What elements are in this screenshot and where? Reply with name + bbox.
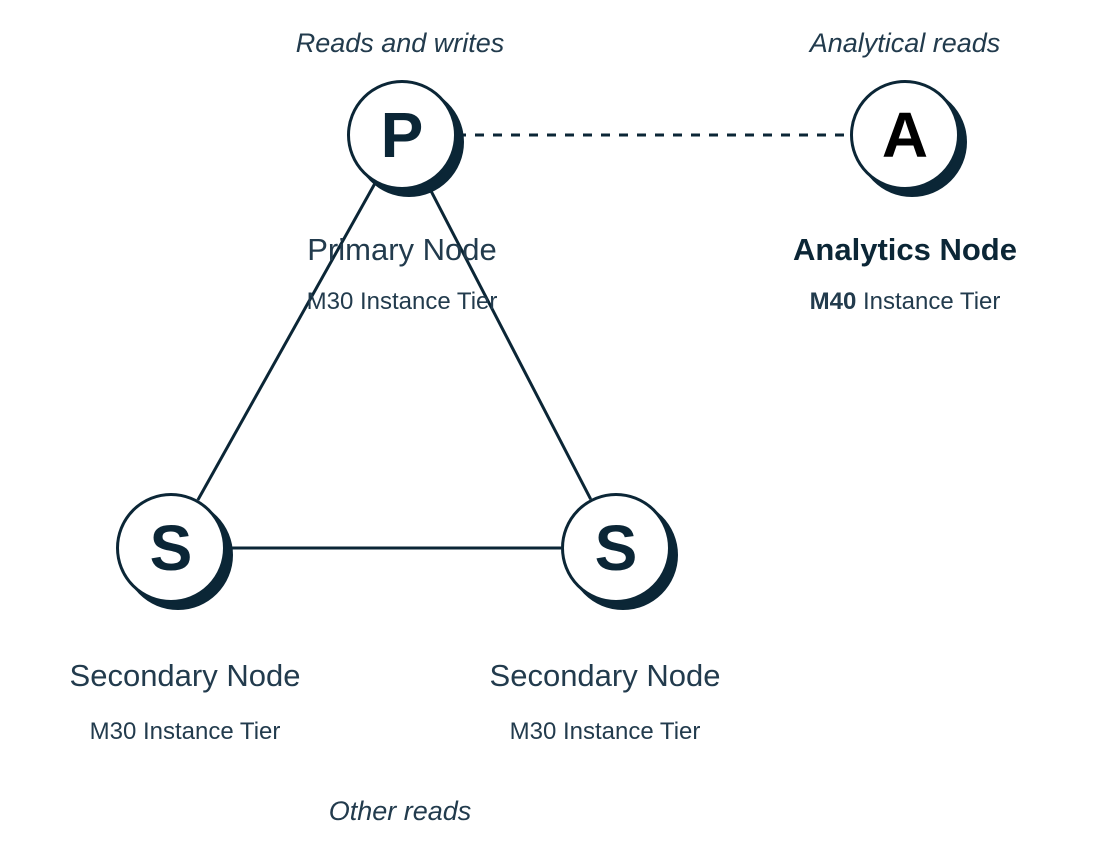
edge-P-S1 xyxy=(198,183,375,500)
analytics-node-tier: M40 Instance Tier xyxy=(810,288,1001,316)
other-reads-label: Other reads xyxy=(329,796,472,827)
node-circle: A xyxy=(850,80,960,190)
primary-node-title: Primary Node xyxy=(307,232,497,268)
secondary2-node-title: Secondary Node xyxy=(490,658,721,694)
secondary1-node-title: Secondary Node xyxy=(70,658,301,694)
analytics-node: A xyxy=(850,80,960,190)
node-letter-s: S xyxy=(595,516,638,580)
secondary2-node-tier: M30 Instance Tier xyxy=(510,718,701,746)
secondary-node-1: S xyxy=(116,493,226,603)
analytics-tier-rest: Instance Tier xyxy=(856,288,1000,315)
node-circle: S xyxy=(561,493,671,603)
reads-writes-label: Reads and writes xyxy=(296,28,505,59)
node-letter-s: S xyxy=(150,516,193,580)
secondary1-node-tier: M30 Instance Tier xyxy=(90,718,281,746)
secondary-node-2: S xyxy=(561,493,671,603)
node-circle: P xyxy=(347,80,457,190)
analytics-tier-bold: M40 xyxy=(810,288,857,315)
node-circle: S xyxy=(116,493,226,603)
node-letter-p: P xyxy=(381,103,424,167)
primary-node: P xyxy=(347,80,457,190)
analytical-reads-label: Analytical reads xyxy=(810,28,1001,59)
analytics-node-title: Analytics Node xyxy=(793,232,1017,268)
primary-node-tier: M30 Instance Tier xyxy=(307,288,498,316)
node-letter-a: A xyxy=(882,103,928,167)
